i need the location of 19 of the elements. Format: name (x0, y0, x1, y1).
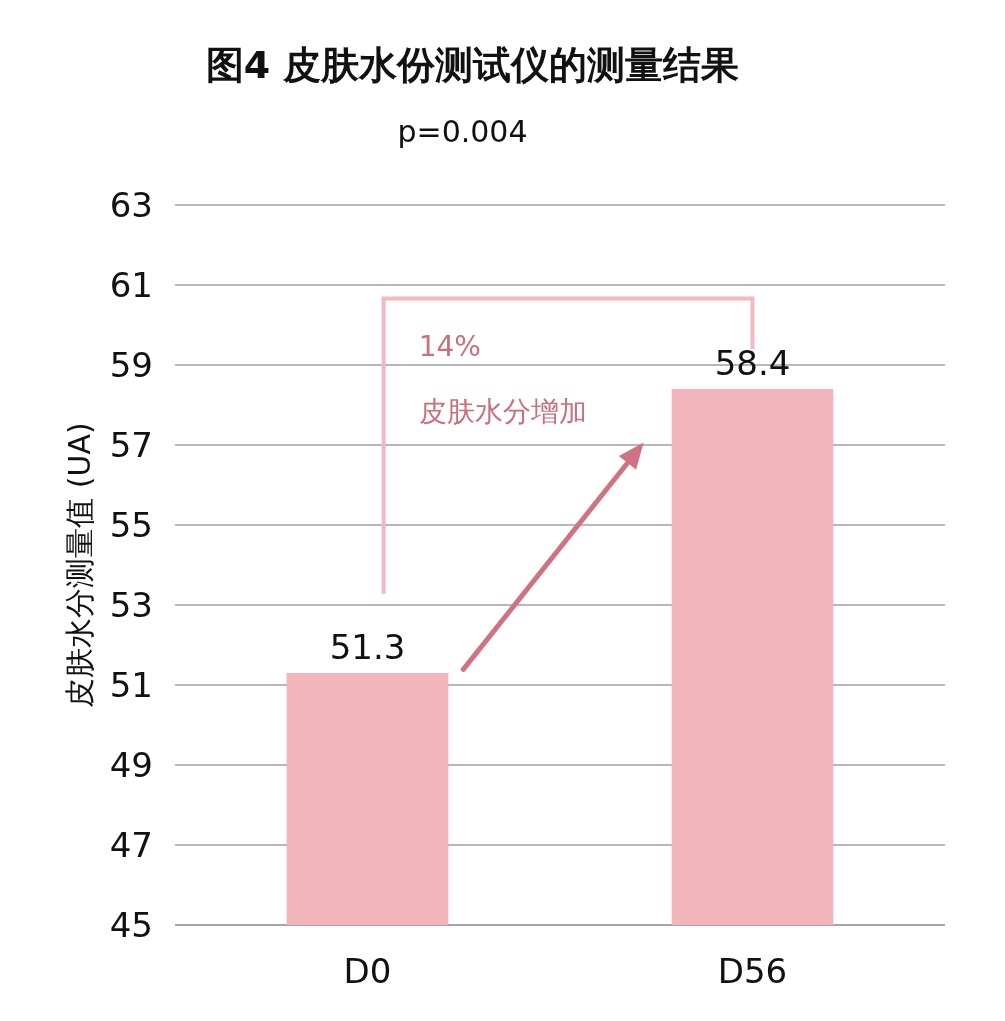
x-tick-label: D0 (343, 951, 392, 991)
y-tick-label: 61 (109, 265, 153, 305)
y-tick-label: 45 (109, 905, 153, 945)
data-label: 58.4 (714, 343, 791, 383)
chart-title: 图4 皮肤水份测试仪的测量结果 (205, 43, 740, 87)
y-tick-label: 59 (109, 345, 153, 385)
y-tick-label: 49 (109, 745, 153, 785)
y-tick-label: 57 (109, 425, 153, 465)
y-tick-label: 55 (109, 505, 153, 545)
y-tick-label: 63 (109, 185, 153, 225)
y-tick-label: 47 (109, 825, 153, 865)
x-tick-label: D56 (717, 951, 788, 991)
annotation: 皮肤水分增加 (418, 395, 587, 429)
data-label: 51.3 (329, 627, 406, 667)
chart-subtitle: p=0.004 (397, 114, 528, 149)
annotation: 14% (418, 330, 481, 364)
y-axis-title: 皮肤水分测量值 (UA) (62, 422, 97, 708)
y-tick-label: 51 (109, 665, 153, 705)
y-tick-label: 53 (109, 585, 153, 625)
